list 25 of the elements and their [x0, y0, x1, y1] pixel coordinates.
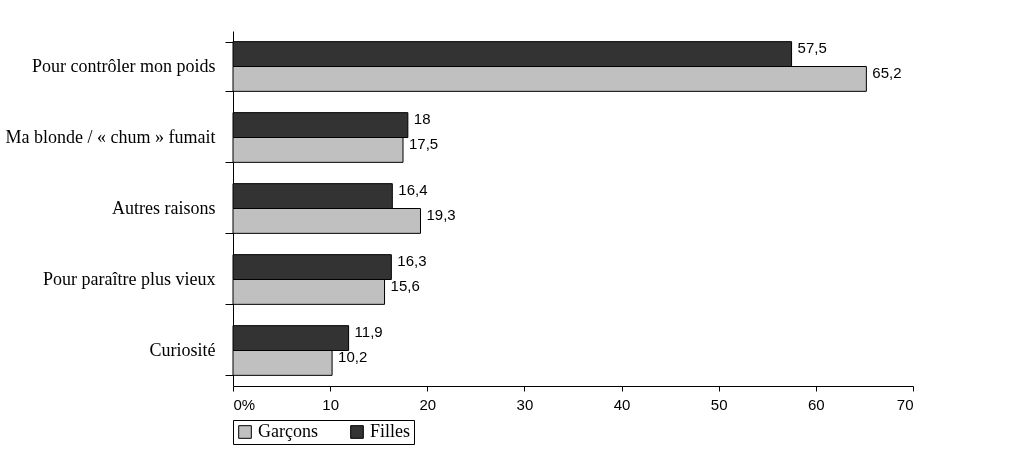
data-label: 19,3 [426, 205, 456, 223]
data-label: 10,2 [338, 347, 368, 365]
data-label: 11,9 [354, 323, 383, 341]
x-tick-label: 50 [710, 395, 728, 413]
x-tick-label: 0% [233, 395, 256, 413]
legend-label: Filles [370, 421, 411, 441]
y-tick-label: Ma blonde / « chum » fumait [5, 127, 216, 147]
data-label: 18 [413, 110, 431, 128]
x-tick-label: 60 [808, 395, 825, 413]
y-tick-label: Pour paraître plus vieux [43, 269, 216, 289]
y-tick-label: Pour contrôler mon poids [32, 56, 216, 76]
data-label: 16,3 [397, 252, 427, 270]
data-label: 15,6 [390, 276, 420, 294]
data-label: 17,5 [409, 134, 439, 152]
data-label: 65,2 [872, 63, 902, 81]
x-tick-label: 30 [516, 395, 534, 413]
y-tick-label: Autres raisons [112, 198, 216, 218]
data-label: 57,5 [797, 39, 827, 57]
x-tick-label: 20 [419, 395, 437, 413]
x-tick-label: 10 [322, 395, 339, 413]
x-tick-label: 70 [896, 395, 914, 413]
x-tick-label: 40 [613, 395, 631, 413]
y-tick-label: Curiosité [149, 340, 216, 360]
data-label: 16,4 [398, 181, 428, 199]
legend-label: Garçons [258, 421, 318, 441]
